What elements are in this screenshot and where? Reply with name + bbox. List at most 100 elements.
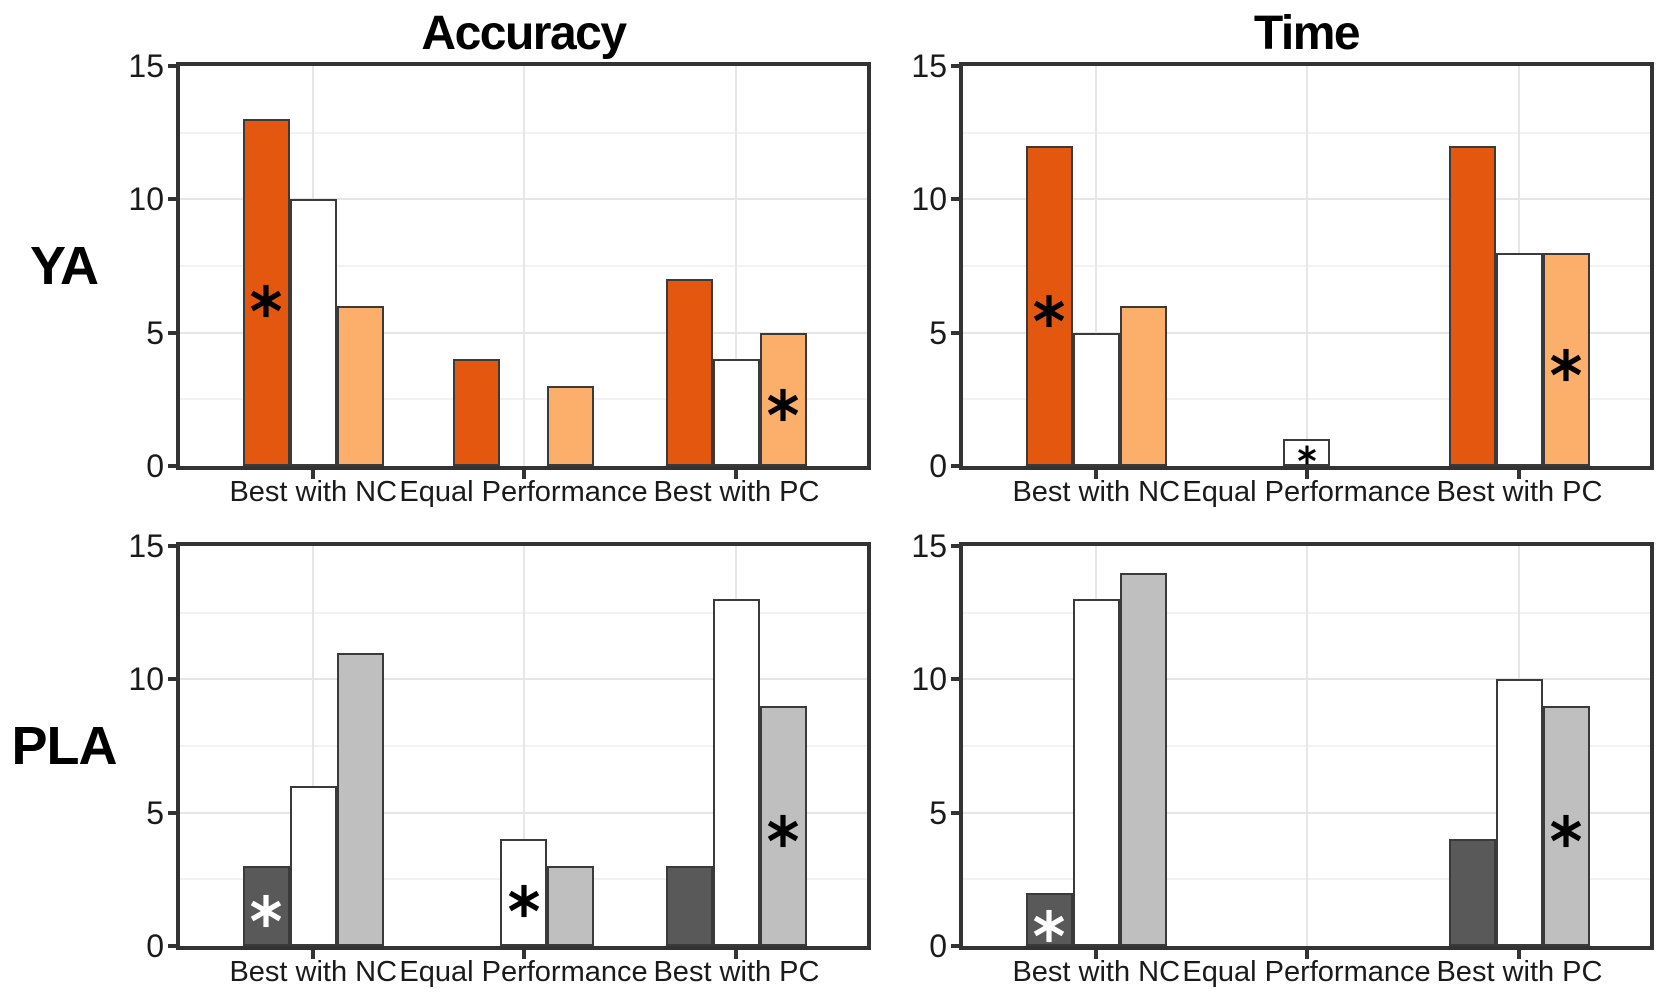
x-axis-category-label: Best with NC bbox=[1012, 956, 1181, 988]
x-axis-category-label: Equal Performance bbox=[399, 956, 648, 988]
x-axis-tick bbox=[521, 470, 526, 479]
row-label-ya: YA bbox=[29, 236, 99, 296]
vertical-gridline bbox=[522, 66, 525, 466]
vertical-gridline bbox=[1305, 66, 1308, 466]
y-axis-tick bbox=[951, 544, 959, 548]
y-axis-tick bbox=[168, 197, 176, 202]
bar-ya-accuracy-dark-orange-1 bbox=[453, 359, 500, 466]
y-axis-tick-label: 5 bbox=[146, 794, 164, 831]
y-axis-tick-label: 0 bbox=[929, 448, 947, 484]
significance-asterisk-icon bbox=[1034, 909, 1065, 943]
y-axis-tick bbox=[168, 944, 176, 948]
bar-pla-time-white-2 bbox=[1495, 679, 1543, 946]
vertical-gridline bbox=[1305, 546, 1308, 946]
chart-panel-pla-time: 0 5 10 15 Best with NC Equal Performance Best … bbox=[911, 530, 1654, 992]
x-axis-tick bbox=[734, 950, 739, 959]
x-axis-category-label: Best with PC bbox=[1436, 956, 1603, 988]
y-axis-tick bbox=[951, 810, 959, 815]
bar-ya-time-white-0 bbox=[1072, 332, 1120, 466]
y-axis-tick-label: 10 bbox=[128, 181, 164, 218]
y-axis-tick bbox=[951, 944, 959, 948]
significance-asterisk bbox=[507, 884, 541, 918]
x-axis-tick bbox=[1094, 950, 1099, 959]
significance-asterisk-icon bbox=[1551, 348, 1582, 381]
x-axis-category-label: Best with PC bbox=[1436, 476, 1603, 508]
x-axis-tick bbox=[311, 470, 316, 479]
y-axis-tick-label: 10 bbox=[128, 661, 164, 698]
plot-column-pla-accuracy: Best with NC Equal Performance Best with P… bbox=[168, 542, 871, 992]
y-axis-tick bbox=[168, 810, 176, 815]
vertical-gridline bbox=[735, 66, 738, 466]
x-axis-category-label: Best with NC bbox=[229, 956, 398, 988]
column-title-accuracy: Accuracy bbox=[421, 7, 627, 60]
y-axis-tick bbox=[951, 64, 959, 68]
x-axis-tick bbox=[1304, 950, 1309, 959]
plot-area-ya-time bbox=[951, 62, 1654, 479]
significance-asterisk bbox=[1549, 348, 1583, 382]
x-axis-tick bbox=[1304, 470, 1309, 479]
x-axis-tick bbox=[1517, 950, 1522, 959]
chart-panel-ya-time: 0 5 10 15 Best with NC Equal Performance Best … bbox=[911, 50, 1654, 512]
significance-asterisk-icon bbox=[1551, 815, 1582, 848]
chart-row-ya: YA 0 5 10 15 Best with NC Equal Performance Be… bbox=[0, 50, 1661, 512]
bar-ya-time-light-orange-0 bbox=[1119, 306, 1167, 466]
x-axis-labels-pla-accuracy: Best with NC Equal Performance Best with P… bbox=[176, 950, 871, 992]
y-axis-tick-label: 10 bbox=[911, 181, 947, 218]
y-axis-tick bbox=[168, 677, 176, 682]
plot-column-pla-time: Best with NC Equal Performance Best with P… bbox=[951, 542, 1654, 992]
vertical-gridline bbox=[522, 546, 525, 946]
y-axis-tick bbox=[951, 330, 959, 335]
significance-asterisk-icon bbox=[251, 895, 282, 928]
significance-asterisk-icon bbox=[768, 388, 799, 421]
bar-ya-accuracy-light-orange-0 bbox=[336, 306, 384, 466]
y-axis-tick-label: 0 bbox=[146, 448, 164, 484]
bar-pla-accuracy-light-gray-0 bbox=[336, 652, 384, 946]
y-axis-tick-label: 0 bbox=[929, 928, 947, 964]
bar-ya-accuracy-light-orange-1 bbox=[547, 386, 594, 466]
significance-asterisk-icon bbox=[1034, 295, 1065, 328]
panel-inner-pla-accuracy: 0 5 10 15 Best with NC Equal Performance Best … bbox=[128, 530, 871, 992]
row-label-pla: PLA bbox=[11, 716, 118, 776]
y-axis-tick-label: 15 bbox=[128, 48, 164, 84]
x-axis-category-label: Best with NC bbox=[229, 476, 398, 508]
y-axis-tick-label: 15 bbox=[911, 528, 947, 564]
y-axis-tick bbox=[168, 64, 176, 68]
y-axis-tick-label: 15 bbox=[128, 528, 164, 564]
panel-inner-ya-time: 0 5 10 15 Best with NC Equal Performance Best … bbox=[911, 50, 1654, 512]
bar-ya-time-white-2 bbox=[1495, 252, 1543, 466]
plot-column-ya-time: Best with NC Equal Performance Best with P… bbox=[951, 62, 1654, 512]
panel-inner-pla-time: 0 5 10 15 Best with NC Equal Performance Best … bbox=[911, 530, 1654, 992]
y-axis-ya-accuracy: 0 5 10 15 bbox=[128, 50, 176, 482]
bar-ya-accuracy-dark-orange-2 bbox=[665, 279, 713, 466]
significance-asterisk bbox=[249, 894, 283, 928]
x-axis-category-label: Best with PC bbox=[653, 476, 820, 508]
significance-asterisk bbox=[1032, 909, 1066, 943]
bar-pla-accuracy-light-gray-1 bbox=[547, 866, 594, 946]
bar-pla-accuracy-dark-gray-2 bbox=[665, 866, 713, 946]
y-axis-pla-accuracy: 0 5 10 15 bbox=[128, 530, 176, 962]
x-axis-tick bbox=[1094, 470, 1099, 479]
x-axis-category-label: Best with NC bbox=[1012, 476, 1181, 508]
y-axis-tick bbox=[951, 197, 959, 202]
panel-inner-ya-accuracy: 0 5 10 15 Best with NC Equal Performance Best … bbox=[128, 50, 871, 512]
y-axis-tick-label: 5 bbox=[929, 794, 947, 831]
y-axis-pla-time: 0 5 10 15 bbox=[911, 530, 959, 962]
column-title-time: Time bbox=[1253, 7, 1361, 60]
significance-asterisk bbox=[766, 388, 800, 422]
x-axis-category-label: Best with PC bbox=[653, 956, 820, 988]
significance-asterisk-icon bbox=[768, 815, 799, 848]
vertical-gridline bbox=[1095, 66, 1098, 466]
vertical-gridline bbox=[312, 546, 315, 946]
significance-asterisk bbox=[766, 814, 800, 848]
bar-ya-accuracy-white-2 bbox=[712, 359, 760, 466]
significance-asterisk bbox=[1297, 445, 1317, 465]
significance-asterisk-icon bbox=[508, 884, 539, 917]
y-axis-tick bbox=[951, 677, 959, 682]
y-axis-ya-time: 0 5 10 15 bbox=[911, 50, 959, 482]
y-axis-tick-label: 5 bbox=[929, 314, 947, 351]
plot-area-pla-time bbox=[951, 542, 1654, 959]
significance-asterisk bbox=[249, 284, 283, 318]
bar-ya-time-dark-orange-2 bbox=[1448, 146, 1496, 466]
x-axis-tick bbox=[521, 950, 526, 959]
